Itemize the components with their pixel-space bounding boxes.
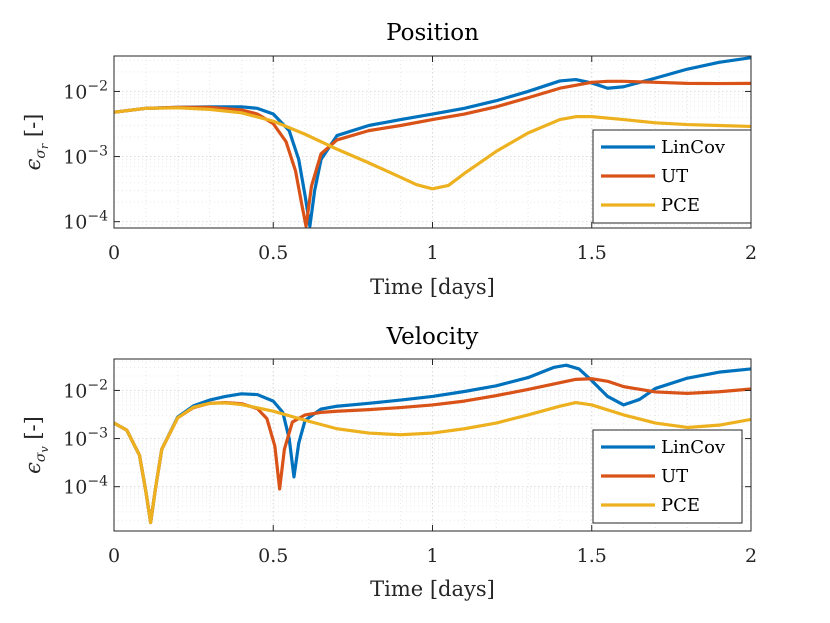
series-line-pce	[114, 400, 751, 525]
series-line-ut	[114, 79, 751, 228]
y-axis-label: ϵσv [-]	[21, 416, 51, 474]
velocity-chart: 0 0.5 1 1.5 2 10−4 10−3 10−2 Velocity Time [days]…	[21, 324, 757, 601]
y-tick-label: 10−3	[63, 426, 108, 451]
legend-label-lincov: LinCov	[661, 137, 726, 158]
legend: LinCov UT PCE	[592, 129, 752, 224]
y-axis-label: ϵσr [-]	[21, 114, 51, 171]
y-tick-label: 10−3	[63, 144, 108, 169]
x-tick-label: 1.5	[577, 545, 607, 567]
x-tick-label: 0	[108, 242, 120, 264]
x-tick-label: 1.5	[577, 242, 607, 264]
series-line-lincov	[114, 56, 751, 228]
x-tick-label: 0.5	[258, 242, 288, 264]
legend: LinCov UT PCE	[592, 429, 743, 524]
y-tick-label: 10−4	[63, 209, 108, 234]
chart-title: Position	[386, 20, 479, 46]
x-axis-label: Time [days]	[370, 577, 495, 601]
series-group	[114, 56, 751, 228]
chart-title: Velocity	[386, 324, 479, 350]
legend-label-lincov: LinCov	[661, 437, 726, 458]
series-line-pce	[114, 106, 751, 191]
legend-label-ut: UT	[661, 466, 688, 487]
y-tick-label: 10−2	[63, 78, 108, 103]
y-tick-label: 10−2	[63, 377, 108, 402]
x-tick-label: 2	[745, 242, 757, 264]
y-tick-label: 10−4	[63, 474, 108, 499]
x-tick-label: 1	[426, 545, 438, 567]
legend-label-pce: PCE	[661, 195, 700, 216]
x-tick-label: 2	[745, 545, 757, 567]
series-group	[114, 363, 751, 525]
x-tick-label: 1	[426, 242, 438, 264]
x-tick-label: 0	[108, 545, 120, 567]
position-chart: 0 0.5 1 1.5 2 10−4 10−3 10−2 Position Time [days]…	[21, 20, 757, 299]
legend-label-pce: PCE	[661, 495, 700, 516]
x-tick-label: 0.5	[258, 545, 288, 567]
x-axis-label: Time [days]	[370, 275, 495, 299]
legend-label-ut: UT	[661, 166, 688, 187]
